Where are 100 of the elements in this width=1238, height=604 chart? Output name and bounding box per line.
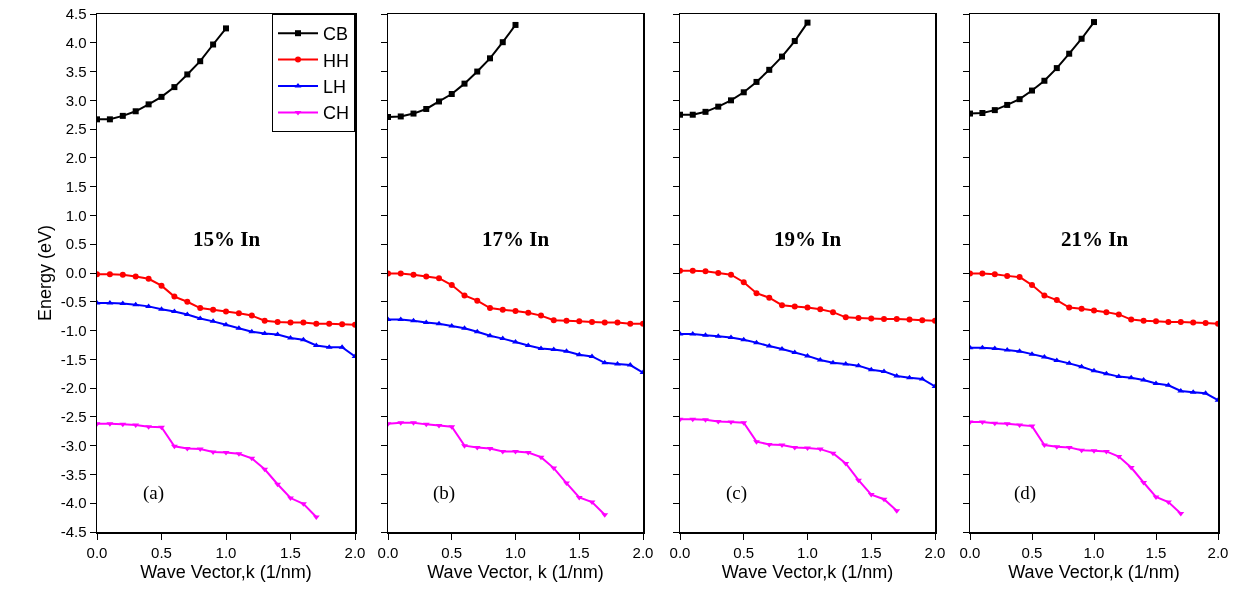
- annotation: (c): [726, 482, 748, 504]
- point: [197, 305, 204, 312]
- point: [461, 292, 468, 299]
- line-series: [97, 299, 355, 358]
- point: [132, 273, 139, 280]
- y-tick-label: 2.5: [65, 120, 87, 138]
- point: [436, 98, 442, 105]
- point: [1165, 318, 1172, 325]
- point: [1004, 272, 1011, 279]
- x-tick-label: 0.0: [669, 543, 691, 561]
- legend-label: CB: [323, 24, 349, 45]
- point: [614, 319, 621, 326]
- x-axis-title: Wave Vector,k (1/nm): [1008, 562, 1180, 583]
- y-tick-label: -0.5: [60, 293, 87, 311]
- x-tick-label: 1.5: [280, 543, 301, 561]
- point: [563, 348, 570, 353]
- point: [397, 270, 404, 277]
- point: [779, 302, 785, 309]
- point: [223, 308, 229, 315]
- annotation: 19% In: [774, 227, 842, 251]
- point: [525, 309, 532, 316]
- point: [830, 309, 836, 316]
- point: [1053, 65, 1060, 72]
- point: [339, 321, 346, 328]
- point: [487, 55, 493, 62]
- point: [1091, 19, 1097, 26]
- x-axis-title: Wave Vector,k (1/nm): [721, 562, 894, 583]
- point: [448, 91, 455, 97]
- x-tick-label: 0.0: [86, 543, 108, 561]
- point: [702, 108, 709, 115]
- point: [1016, 96, 1023, 103]
- point: [881, 316, 887, 323]
- x-tick-label: 1.0: [797, 543, 818, 561]
- point: [576, 318, 583, 325]
- point: [627, 320, 634, 327]
- point: [601, 319, 608, 326]
- x-tick-label: 2.0: [632, 543, 654, 561]
- point: [461, 325, 468, 330]
- point: [715, 103, 722, 110]
- x-axis-title: Wave Vector, k (1/nm): [427, 562, 604, 583]
- point: [1091, 307, 1097, 314]
- point: [423, 105, 430, 112]
- point: [728, 97, 734, 104]
- point: [842, 314, 849, 321]
- point: [512, 21, 519, 28]
- point: [499, 306, 506, 313]
- point: [184, 298, 191, 305]
- y-tick-label: 2.0: [65, 149, 87, 167]
- x-tick-label: 1.5: [568, 543, 590, 561]
- legend-label: LH: [323, 77, 347, 98]
- point: [714, 419, 722, 425]
- point: [868, 315, 875, 322]
- line-series: [97, 271, 355, 328]
- y-tick-label: -3.0: [60, 436, 87, 454]
- point: [1029, 87, 1035, 94]
- point: [248, 312, 255, 319]
- y-tick-label: -4.5: [60, 523, 87, 541]
- point: [461, 444, 468, 449]
- point: [145, 275, 152, 282]
- point: [1177, 318, 1184, 325]
- point: [1066, 50, 1073, 57]
- point: [499, 39, 506, 46]
- annotation: 15% In: [193, 227, 261, 251]
- point: [158, 282, 165, 289]
- point: [410, 421, 417, 426]
- x-axis-title: Wave Vector,k (1/nm): [140, 562, 312, 583]
- point: [1152, 380, 1160, 386]
- y-tick-label: -3.5: [60, 465, 87, 483]
- x-tick-label: 0.5: [733, 543, 755, 561]
- point: [1128, 316, 1135, 323]
- x-tick-label: 2.0: [1207, 543, 1229, 561]
- x-tick-label: 1.0: [1083, 543, 1105, 561]
- point: [223, 25, 229, 32]
- annotation: (d): [1014, 482, 1037, 504]
- point: [1078, 305, 1085, 312]
- point: [235, 310, 242, 317]
- point: [1053, 297, 1060, 304]
- x-tick-label: 0.5: [151, 543, 172, 561]
- legend-label: CH: [323, 103, 349, 124]
- point: [1029, 282, 1035, 289]
- point: [1066, 304, 1073, 311]
- point: [397, 113, 404, 120]
- x-tick-label: 1.5: [1145, 543, 1167, 561]
- point: [119, 112, 126, 119]
- x-tick-label: 1.0: [505, 543, 526, 561]
- point: [487, 305, 493, 312]
- point: [804, 19, 811, 26]
- point: [753, 290, 760, 297]
- point: [171, 84, 178, 91]
- point: [1115, 311, 1122, 318]
- y-tick-label: -4.0: [60, 494, 87, 512]
- point: [1102, 449, 1110, 455]
- point: [512, 449, 519, 455]
- point: [287, 335, 294, 340]
- point: [436, 275, 442, 282]
- y-tick-label: 3.0: [65, 91, 87, 109]
- annotation: (b): [433, 482, 456, 504]
- point: [689, 111, 696, 118]
- point: [132, 108, 139, 115]
- x-tick-label: 0.0: [377, 543, 399, 561]
